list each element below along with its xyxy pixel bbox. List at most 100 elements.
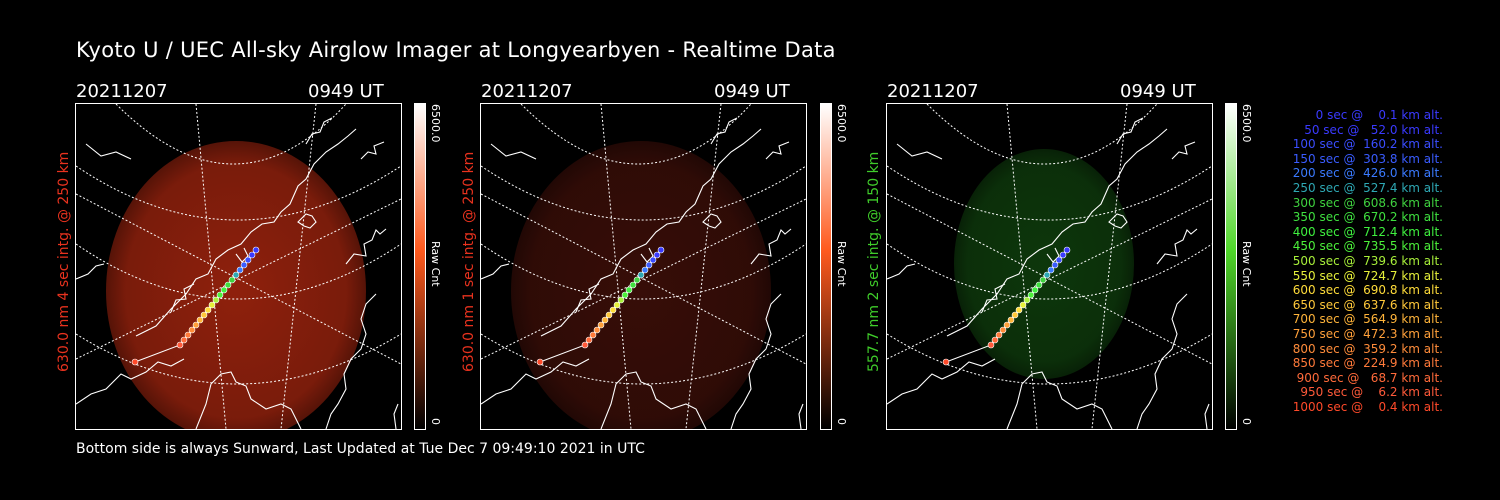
- trajectory-point: [617, 296, 625, 304]
- trajectory-point: [188, 326, 196, 334]
- legend-row: 900 sec @ 68.7 km alt.: [1292, 370, 1443, 385]
- latlon-gridline: [76, 333, 401, 385]
- legend-row: 300 sec @ 608.6 km alt.: [1288, 195, 1443, 210]
- panel-3-colorbar-max: 6500.0: [1240, 104, 1253, 143]
- latlon-gridline: [520, 104, 752, 165]
- trajectory-point: [657, 246, 665, 254]
- trajectory-point: [236, 266, 244, 274]
- coastline: [896, 143, 943, 160]
- trajectory-point: [244, 256, 252, 264]
- legend-row: 800 sec @ 359.2 km alt.: [1288, 341, 1443, 356]
- trajectory-point: [589, 331, 597, 339]
- trajectory-point: [613, 301, 621, 309]
- coastline: [195, 371, 302, 429]
- latlon-gridline: [481, 333, 806, 385]
- trajectory-point: [942, 358, 950, 366]
- panel-1-colorbar-min: 0: [429, 418, 442, 425]
- latlon-gridline: [887, 165, 1212, 221]
- coastline: [600, 371, 707, 429]
- trajectory-point: [248, 251, 256, 259]
- panel-2-map: [481, 104, 806, 429]
- trajectory-point: [208, 301, 216, 309]
- coastline: [360, 141, 385, 160]
- trajectory-point: [200, 311, 208, 319]
- trajectory-point: [212, 296, 220, 304]
- trajectory-point: [581, 341, 589, 349]
- trajectory-point: [1035, 281, 1043, 289]
- trajectory-point: [633, 276, 641, 284]
- latlon-gridline: [481, 198, 806, 360]
- trajectory-point: [1039, 276, 1047, 284]
- latlon-gridline: [76, 243, 401, 300]
- legend-row: 100 sec @ 160.2 km alt.: [1288, 137, 1443, 152]
- airglow-image: [954, 149, 1134, 379]
- trajectory-point: [228, 276, 236, 284]
- coastline: [1006, 371, 1113, 429]
- panel-1-time: 0949 UT: [308, 81, 384, 102]
- latlon-gridline: [481, 243, 806, 300]
- trajectory-point: [1059, 251, 1067, 259]
- latlon-gridline: [280, 104, 317, 429]
- coastline: [1116, 117, 1144, 145]
- panel-1-allsky-image: [75, 103, 402, 430]
- panel-3-map: [887, 104, 1212, 429]
- trajectory-point: [991, 336, 999, 344]
- coastline: [345, 228, 387, 265]
- trajectory-point: [216, 291, 224, 299]
- panel-3-colorbar-label: Raw Cnt: [1240, 241, 1253, 287]
- coastline: [1108, 213, 1128, 229]
- trajectory-legend: 0 sec @ 0.1 km alt. 50 sec @ 52.0 km alt…: [1289, 108, 1443, 414]
- trajectory-point: [1011, 311, 1019, 319]
- panel-2-allsky-image: [480, 103, 807, 430]
- legend-row: 700 sec @ 564.9 km alt.: [1288, 312, 1443, 327]
- panel-2-colorbar-min: 0: [835, 418, 848, 425]
- trajectory-point: [621, 291, 629, 299]
- trajectory-point: [585, 336, 593, 344]
- trajectory-point: [645, 261, 653, 269]
- trajectory-point: [1063, 246, 1071, 254]
- trajectory-point: [995, 331, 1003, 339]
- trajectory-point: [597, 321, 605, 329]
- panel-1-colorbar: [414, 103, 426, 430]
- coastline: [481, 263, 510, 280]
- latlon-gridline: [76, 165, 401, 221]
- trajectory-point: [192, 321, 200, 329]
- panel-3-ylabel: 557.7 nm 2 sec intg. @ 150 km: [866, 151, 882, 372]
- legend-row: 50 sec @ 52.0 km alt.: [1296, 122, 1443, 137]
- coastline: [575, 283, 600, 313]
- trajectory-point: [1003, 321, 1011, 329]
- panel-1-date: 20211207: [76, 81, 168, 102]
- panel-3-allsky-image: [886, 103, 1213, 430]
- coastline: [305, 117, 333, 145]
- page-title: Kyoto U / UEC All-sky Airglow Imager at …: [76, 38, 836, 62]
- trajectory-point: [1015, 306, 1023, 314]
- coastline: [135, 128, 357, 337]
- coastline: [325, 293, 377, 429]
- trajectory-point: [232, 271, 240, 279]
- trajectory-point: [601, 316, 609, 324]
- trajectory-point: [252, 246, 260, 254]
- coastline: [702, 213, 722, 229]
- coastline: [981, 283, 1006, 313]
- coastline: [170, 283, 195, 313]
- coastline: [710, 117, 738, 145]
- panel-3-date: 20211207: [887, 81, 979, 102]
- panel-3-colorbar-min: 0: [1240, 418, 1253, 425]
- coastline: [1136, 293, 1188, 429]
- legend-row: 200 sec @ 426.0 km alt.: [1288, 166, 1443, 181]
- trajectory-point: [1031, 286, 1039, 294]
- trajectory-point: [625, 286, 633, 294]
- airglow-image: [106, 141, 366, 429]
- legend-row: 350 sec @ 670.2 km alt.: [1288, 210, 1443, 225]
- coastline: [887, 358, 996, 405]
- legend-row: 0 sec @ 0.1 km alt.: [1304, 108, 1443, 122]
- trajectory-point: [1027, 291, 1035, 299]
- panel-2-colorbar-label: Raw Cnt: [835, 241, 848, 287]
- trajectory-point: [653, 251, 661, 259]
- coastline: [76, 263, 105, 280]
- panel-2-date: 20211207: [481, 81, 573, 102]
- trajectory-point: [204, 306, 212, 314]
- trajectory-point: [987, 341, 995, 349]
- legend-row: 600 sec @ 690.8 km alt.: [1288, 283, 1443, 298]
- panel-3-colorbar: [1225, 103, 1237, 430]
